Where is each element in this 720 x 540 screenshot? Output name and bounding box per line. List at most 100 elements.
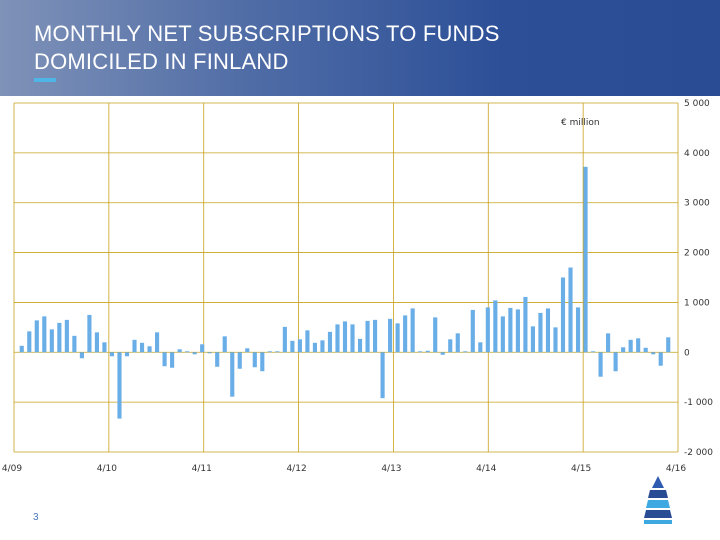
y-tick-label: 2 000 <box>684 249 710 259</box>
bar <box>395 323 400 353</box>
bar <box>410 308 415 353</box>
bar <box>327 331 333 353</box>
bar <box>312 342 317 353</box>
x-tick-label: 4/12 <box>286 464 306 474</box>
bar <box>373 319 378 353</box>
bar <box>124 352 130 357</box>
bar <box>42 316 47 353</box>
bar <box>403 315 408 353</box>
bar <box>575 307 581 353</box>
bar <box>515 309 520 353</box>
y-tick-label: -2 000 <box>684 448 713 458</box>
bar <box>628 339 633 353</box>
y-tick-label: 3 000 <box>684 199 710 209</box>
bar <box>380 352 385 399</box>
bar <box>500 316 505 353</box>
bar <box>109 352 115 357</box>
slide-title: MONTHLY NET SUBSCRIPTIONS TO FUNDS DOMIC… <box>34 20 634 76</box>
bar <box>192 352 197 355</box>
bar <box>275 351 280 353</box>
bar <box>342 321 348 353</box>
bar <box>222 336 227 353</box>
bar <box>147 346 152 353</box>
x-tick-label: 4/10 <box>97 464 117 474</box>
y-tick-label: 0 <box>684 348 690 358</box>
bar <box>463 351 468 353</box>
bar <box>530 326 535 353</box>
x-tick-label: 4/11 <box>192 464 212 474</box>
bar <box>433 317 438 353</box>
bar <box>560 277 566 353</box>
slide-title-line2: DOMICILED IN FINLAND <box>34 49 289 74</box>
bar <box>568 267 573 353</box>
bar <box>282 326 287 353</box>
bar <box>418 351 423 353</box>
bar <box>267 351 272 353</box>
bar <box>485 307 490 353</box>
y-tick-label: -1 000 <box>684 398 713 408</box>
bar <box>245 348 250 353</box>
bar <box>27 331 32 353</box>
bar <box>553 327 558 353</box>
bar <box>72 335 77 353</box>
bar <box>508 307 513 353</box>
bar <box>621 347 626 353</box>
page-number: 3 <box>33 512 39 523</box>
bar <box>237 352 242 369</box>
bar <box>297 339 302 353</box>
bank-logo-icon <box>644 476 672 524</box>
bar <box>260 352 265 372</box>
bar <box>252 352 257 368</box>
bar <box>651 352 656 355</box>
x-tick-label: 4/16 <box>666 464 686 474</box>
grid-lines <box>13 102 679 453</box>
bar <box>102 342 107 353</box>
bar <box>155 332 160 353</box>
bar <box>162 352 167 367</box>
bar <box>583 166 588 353</box>
bar <box>606 333 611 353</box>
bar <box>79 352 84 359</box>
bar <box>448 339 453 353</box>
bar <box>230 352 235 397</box>
bar <box>200 344 205 353</box>
bar <box>493 300 498 353</box>
bar <box>19 345 24 353</box>
bar-series <box>19 166 671 419</box>
bar <box>117 352 122 419</box>
x-tick-label: 4/13 <box>381 464 401 474</box>
x-tick-label: 4/09 <box>2 464 22 474</box>
bar <box>64 319 69 353</box>
bar <box>455 333 460 353</box>
bar <box>440 352 445 355</box>
bar <box>470 309 475 353</box>
y-tick-label: 1 000 <box>684 298 710 308</box>
slide-header: MONTHLY NET SUBSCRIPTIONS TO FUNDS DOMIC… <box>0 0 720 96</box>
x-tick-label: 4/14 <box>476 464 496 474</box>
bar <box>49 329 54 353</box>
bar <box>215 352 220 367</box>
x-tick-label: 4/15 <box>571 464 591 474</box>
bar <box>350 324 355 353</box>
bar <box>538 312 543 353</box>
bar <box>139 342 145 353</box>
bar <box>305 330 310 353</box>
y-tick-label: 4 000 <box>684 149 710 159</box>
bar <box>170 352 175 368</box>
bar <box>185 351 190 353</box>
bar <box>388 318 393 353</box>
slide-title-line1: MONTHLY NET SUBSCRIPTIONS TO FUNDS <box>34 21 500 46</box>
bar <box>87 314 92 353</box>
bar <box>34 320 39 353</box>
bar <box>523 296 528 353</box>
bar <box>666 337 671 353</box>
title-accent-bar <box>34 78 56 82</box>
bar <box>335 324 340 353</box>
bar <box>57 322 62 353</box>
y-tick-label: 5 000 <box>684 99 710 109</box>
net-subscriptions-chart: 5 000 4 000 3 000 2 000 1 000 0 -1 000 -2 000 4/… <box>2 99 713 474</box>
y-unit-label: € million <box>561 118 600 128</box>
bar <box>177 349 182 353</box>
tick-labels: 5 000 4 000 3 000 2 000 1 000 0 -1 000 -2 000 4/… <box>2 99 713 474</box>
bar <box>94 332 99 353</box>
